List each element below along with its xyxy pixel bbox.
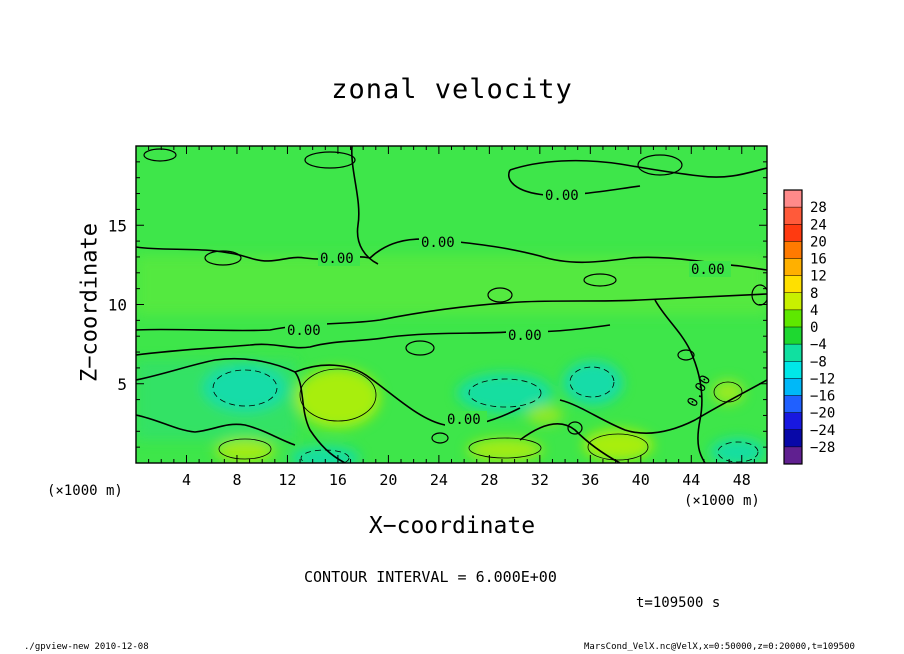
colorbar-swatch [784,378,802,396]
colorbar-label: −28 [810,440,835,456]
y-axis-label: Z−coordinate [77,223,103,382]
x-tick-label: 20 [379,471,397,489]
colorbar-label: 12 [810,269,827,285]
colorbar-swatch [784,429,802,448]
colorbar-label: −8 [810,354,827,370]
contour-interval: CONTOUR INTERVAL = 6.000E+00 [304,568,557,586]
contour-label: 0.00 [421,235,455,251]
colorbar-label: −4 [810,337,827,353]
colorbar-swatch [784,292,802,311]
y-tick-label: 5 [117,375,127,394]
colorbar-label: 16 [810,252,827,268]
colorbar-label: 24 [810,217,827,233]
chart-title: zonal velocity [331,74,573,105]
colorbar-label: 28 [810,200,827,216]
y-tick-label: 15 [108,216,127,235]
colorbar-swatch [784,395,802,414]
colorbar-swatch [784,446,802,465]
contour-label: 0.00 [287,323,321,339]
x-tick-label: 28 [480,471,498,489]
colorbar-swatch [784,309,802,328]
time-stamp: t=109500 s [636,595,721,611]
contour-label-group: 0.00 0.00 0.00 0.00 0.00 0.00 0.00 0.00 [285,187,731,428]
x-tick-label: 12 [278,471,296,489]
colorbar-swatch [784,207,802,225]
colorbar-label: 4 [810,303,818,319]
x-tick-label: 44 [682,471,700,489]
colorbar-swatch [784,412,802,431]
x-tick-label: 24 [430,471,448,489]
colorbar-swatch [784,190,802,208]
contour-label: 0.00 [691,262,725,278]
x-axis-ticks: 4 8 12 16 20 24 28 32 36 40 44 48 [148,146,755,489]
colorbar-label: 8 [810,286,818,302]
colorbar-label: −24 [810,423,835,439]
colorbar-swatch [784,275,802,294]
colorbar-swatch [784,361,802,379]
contour-label: 0.00 [447,412,481,428]
x-tick-label: 40 [632,471,650,489]
x-tick-label: 32 [531,471,549,489]
x-tick-label: 36 [581,471,599,489]
colorbar-label: −16 [810,389,835,405]
colorbar-swatch [784,258,802,277]
colorbar-label: −12 [810,371,835,387]
heatmap-field: 0.00 0.00 0.00 0.00 0.00 0.00 0.00 0.00 [136,146,767,463]
x-axis-unit-right: (×1000 m) [684,493,760,509]
colorbar-label: 20 [810,234,827,250]
footer-right: MarsCond_VelX.nc@VelX,x=0:50000,z=0:2000… [584,642,855,652]
footer-left: ./gpview-new 2010-12-08 [24,642,149,652]
x-tick-label: 4 [182,471,191,489]
x-tick-label: 16 [329,471,347,489]
y-tick-label: 10 [108,296,127,315]
colorbar-swatch [784,224,802,242]
x-tick-label: 48 [733,471,751,489]
y-axis-ticks: 5 10 15 [108,161,767,448]
colorbar-label: 0 [810,320,818,336]
x-tick-label: 8 [232,471,241,489]
x-axis-unit: (×1000 m) [47,483,123,499]
contour-label: 0.00 [508,328,542,344]
x-axis-label: X−coordinate [368,513,536,539]
colorbar-swatch [784,344,802,362]
colorbar-swatch [784,327,802,345]
colorbar-label: −20 [810,406,835,422]
contour-label: 0.00 [320,251,354,267]
colorbar-swatch [784,241,802,259]
contour-label: 0.00 [545,188,579,204]
